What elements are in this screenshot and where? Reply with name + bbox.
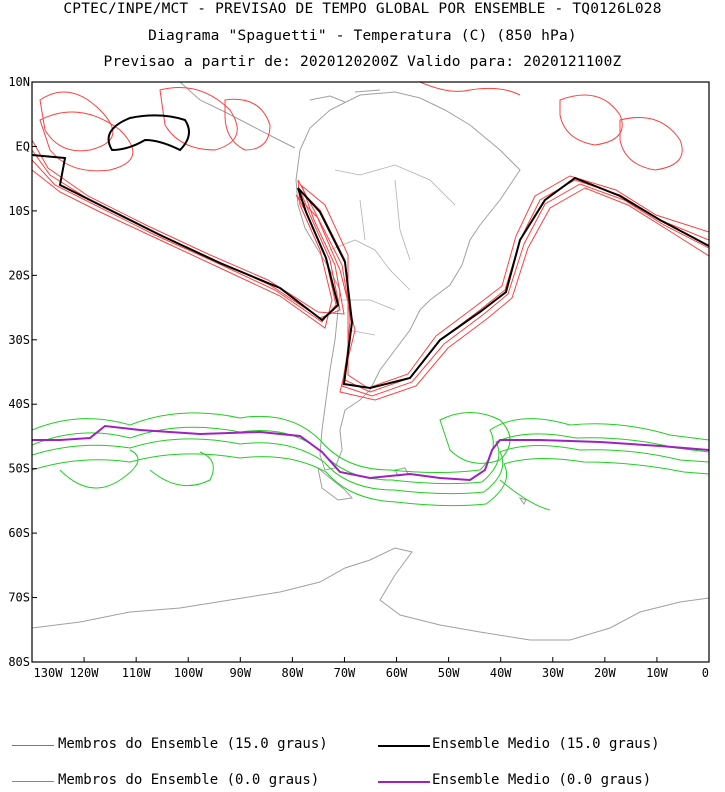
lat-tick-label: 40S	[8, 397, 30, 411]
spaghetti-map: 130W 120W 110W 100W 90W 80W 70W 60W 50W 40W 30W 20W…	[8, 75, 710, 680]
lon-tick-label: 20W	[594, 666, 616, 680]
longitude-axis: 130W 120W 110W 100W 90W 80W 70W 60W 50W 40W 30W 20W…	[31, 657, 710, 680]
members-15-lines	[32, 82, 709, 401]
mean-15-line	[32, 154, 709, 390]
legend-label-mean-15: Ensemble Medio (15.0 graus)	[432, 736, 660, 752]
antarctica-coastline	[32, 547, 709, 641]
legend-label-members-15: Membros do Ensemble (15.0 graus)	[58, 736, 328, 752]
lon-tick-label: 80W	[282, 666, 304, 680]
lat-tick-label: EQ	[16, 139, 30, 153]
lon-tick-label: 0	[702, 666, 709, 680]
country-borders	[329, 164, 456, 336]
lat-tick-label: 10S	[8, 204, 30, 218]
legend-label-mean-0: Ensemble Medio (0.0 graus)	[432, 772, 652, 788]
legend-swatch-mean-0	[378, 781, 430, 783]
lon-tick-label: 120W	[70, 666, 100, 680]
plot-frame	[31, 81, 710, 663]
lon-tick-label: 70W	[334, 666, 356, 680]
title-line-3: Previsao a partir de: 2020120200Z Valido…	[103, 54, 622, 70]
tierra-del-fuego	[317, 466, 353, 501]
lon-tick-label: 110W	[122, 666, 152, 680]
mean-15-loop	[107, 114, 190, 152]
lat-tick-label: 10N	[8, 75, 30, 89]
lat-tick-label: 80S	[8, 655, 30, 669]
members-0-lines	[32, 412, 709, 511]
legend-swatch-members-15	[12, 745, 54, 746]
central-america-coastline	[179, 82, 381, 149]
lat-tick-label: 70S	[8, 591, 30, 605]
mean-0-line	[32, 424, 709, 482]
legend-label-members-0: Membros do Ensemble (0.0 graus)	[58, 772, 320, 788]
lat-tick-label: 60S	[8, 526, 30, 540]
lon-tick-label: 30W	[542, 666, 564, 680]
lat-tick-label: 30S	[8, 333, 30, 347]
lat-tick-label: 50S	[8, 462, 30, 476]
lon-tick-label: 90W	[229, 666, 251, 680]
title-line-2: Diagrama "Spaguetti" - Temperatura (C) (…	[148, 28, 577, 44]
lon-tick-label: 130W	[34, 666, 64, 680]
lon-tick-label: 40W	[490, 666, 512, 680]
latitude-axis: 10N EQ 10S 20S 30S 40S 50S 60S 70S 80S	[8, 75, 37, 669]
title-line-1: CPTEC/INPE/MCT - PREVISAO DE TEMPO GLOBA…	[63, 1, 662, 17]
lon-tick-label: 100W	[174, 666, 204, 680]
south-america-coastline	[295, 91, 521, 471]
lon-tick-label: 50W	[438, 666, 460, 680]
lon-tick-label: 60W	[386, 666, 408, 680]
legend-swatch-mean-15	[378, 745, 430, 747]
lat-tick-label: 20S	[8, 268, 30, 282]
legend-swatch-members-0	[12, 781, 54, 782]
lon-tick-label: 10W	[646, 666, 668, 680]
